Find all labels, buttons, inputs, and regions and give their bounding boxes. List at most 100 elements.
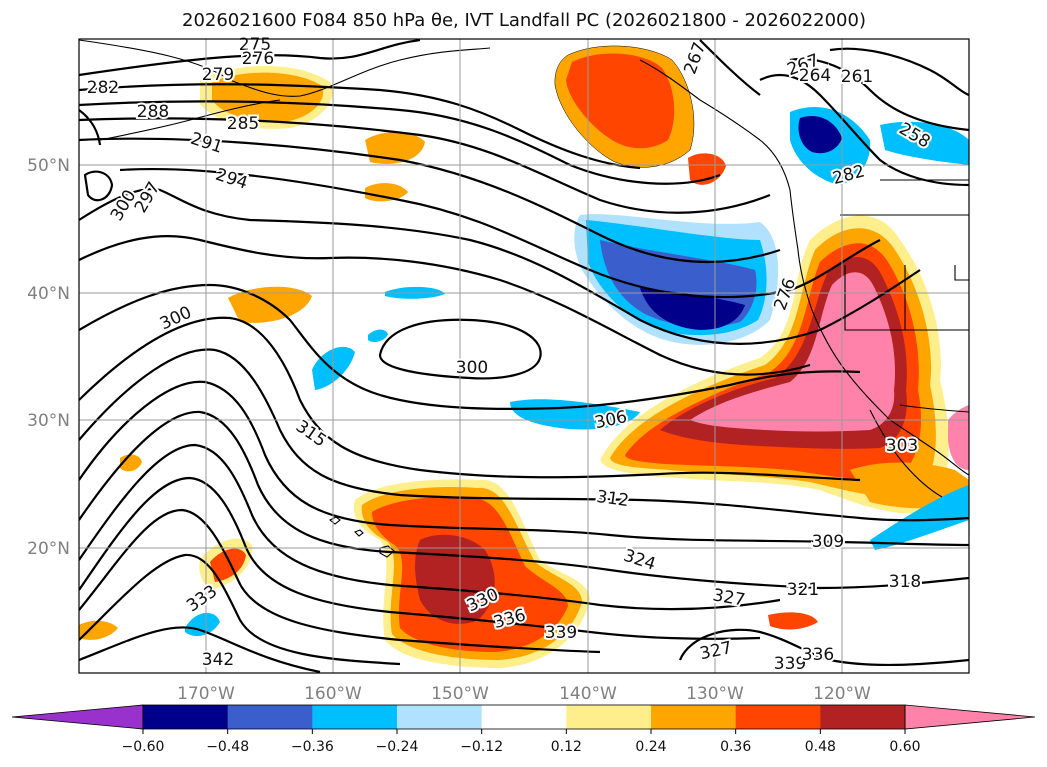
lat-label-30n: 30°N: [27, 411, 70, 431]
colorbar-tick-label: 0.60: [889, 739, 920, 755]
shade-bc-navy: [798, 116, 842, 154]
contour-label: 339: [545, 623, 577, 643]
colorbar-tick-label: −0.60: [122, 739, 165, 755]
shade-mx-pink: [948, 405, 969, 470]
colorbar-tick-label: 0.36: [720, 739, 751, 755]
contour-line: [79, 410, 969, 590]
map-frame: [78, 38, 970, 674]
colorbar-extend-high: [904, 704, 1036, 730]
colorbar-frame: [142, 704, 906, 730]
contour-line: [79, 476, 761, 640]
contour-label: 276: [242, 49, 274, 69]
shade-w-small-2: [79, 620, 118, 640]
state-border-2: [844, 265, 969, 331]
colorbar-segment: [312, 705, 398, 729]
contour-line: [79, 137, 781, 264]
contour-label: 300: [456, 358, 488, 378]
colorbar-tick-label: 0.12: [551, 739, 582, 755]
colorbar-segment: [143, 705, 229, 729]
colorbar-tick-label: −0.12: [460, 739, 503, 755]
contour-line: [83, 170, 114, 202]
contour-label: 279: [202, 65, 234, 85]
shading-layer: [79, 45, 969, 668]
colorbar-segment: [735, 705, 821, 729]
contour-line: [759, 73, 969, 187]
contour-line: [79, 83, 641, 170]
shade-neg-navy: [640, 288, 745, 330]
baja-coast: [869, 409, 943, 498]
colorbar-tick-label: −0.24: [376, 739, 419, 755]
theta-e-contours: [79, 39, 969, 673]
colorbar-tick-label: −0.48: [206, 739, 249, 755]
lon-label-150w: 150°W: [431, 684, 489, 704]
shade-w-small-3: [768, 612, 818, 630]
shade-small-2: [365, 183, 408, 202]
colorbar-tick-label: 0.48: [805, 739, 836, 755]
map-panel: 275 276 279 282 288 291 285 294 297 300 …: [78, 33, 970, 676]
contour-label: 309: [812, 532, 844, 552]
contour-line: [79, 187, 921, 346]
colorbar-segment: [397, 705, 483, 729]
contour-label: 312: [595, 487, 630, 511]
contour-label: 342: [202, 650, 234, 670]
lon-label-170w: 170°W: [177, 684, 235, 704]
contour-line: [119, 167, 881, 299]
contour-label: 282: [87, 78, 119, 98]
lon-label-130w: 130°W: [686, 684, 744, 704]
longitude-labels: 170°W 160°W 150°W 140°W 130°W 120°W: [177, 684, 871, 704]
shade-mx-orange: [850, 462, 969, 509]
shade-neg-mx: [870, 485, 969, 550]
lon-label-160w: 160°W: [304, 684, 362, 704]
shade-w-red: [210, 548, 246, 582]
shade-neg-small-4: [510, 399, 640, 430]
aleutians: [99, 99, 281, 141]
colorbar-tick-label: −0.36: [291, 739, 334, 755]
alaska-coast: [79, 39, 491, 97]
contour-label: 339: [774, 654, 806, 674]
contour-line: [79, 626, 321, 673]
colorbar: −0.60 −0.48 −0.36 −0.24 −0.12 0.12 0.24 0.36 0.4…: [11, 704, 1036, 755]
contour-line: [79, 443, 781, 611]
colorbar-segment: [481, 705, 567, 729]
colorbar-tick-label: 0.24: [635, 739, 666, 755]
lon-label-120w: 120°W: [813, 684, 871, 704]
contour-line: [699, 39, 761, 96]
contour-line: [678, 628, 969, 667]
contour-line: [79, 508, 601, 654]
figure-title: 2026021600 F084 850 hPa θe, IVT Landfall…: [182, 10, 866, 31]
contour-label: 275: [239, 35, 271, 55]
shade-neg-small-2: [368, 329, 388, 342]
colorbar-segment: [566, 705, 652, 729]
contour-line: [378, 318, 542, 380]
contour-label: 285: [227, 114, 259, 134]
se-alaska-bc-coast: [639, 59, 969, 476]
contour-line: [79, 234, 811, 376]
contour-line: [79, 380, 969, 547]
mexico-border: [899, 404, 969, 413]
gridlines: [79, 39, 969, 673]
colorbar-segment: [227, 705, 313, 729]
colorbar-segment: [820, 705, 906, 729]
contour-line: [829, 47, 969, 97]
contour-label: 318: [889, 572, 921, 592]
shade-bc-east: [880, 121, 969, 165]
shade-alaska-red: [566, 53, 675, 149]
latitude-labels: 50°N 40°N 30°N 20°N: [27, 156, 70, 559]
shade-neg-small-5: [185, 612, 220, 637]
lat-label-40n: 40°N: [27, 284, 70, 304]
shade-plume-pink: [690, 272, 896, 432]
contour-line: [79, 553, 401, 666]
contour-line: [79, 348, 969, 522]
contour-line: [79, 316, 861, 482]
lon-label-140w: 140°W: [559, 684, 617, 704]
contour-line: [79, 100, 721, 185]
contour-label: 336: [802, 645, 834, 665]
contour-line: [79, 283, 861, 411]
colorbar-extend-low: [11, 704, 144, 730]
contour-label: 261: [841, 67, 873, 87]
lat-label-50n: 50°N: [27, 156, 70, 176]
contour-label: 264: [799, 66, 831, 86]
lat-label-20n: 20°N: [27, 539, 70, 559]
contour-label: 321: [787, 580, 819, 600]
